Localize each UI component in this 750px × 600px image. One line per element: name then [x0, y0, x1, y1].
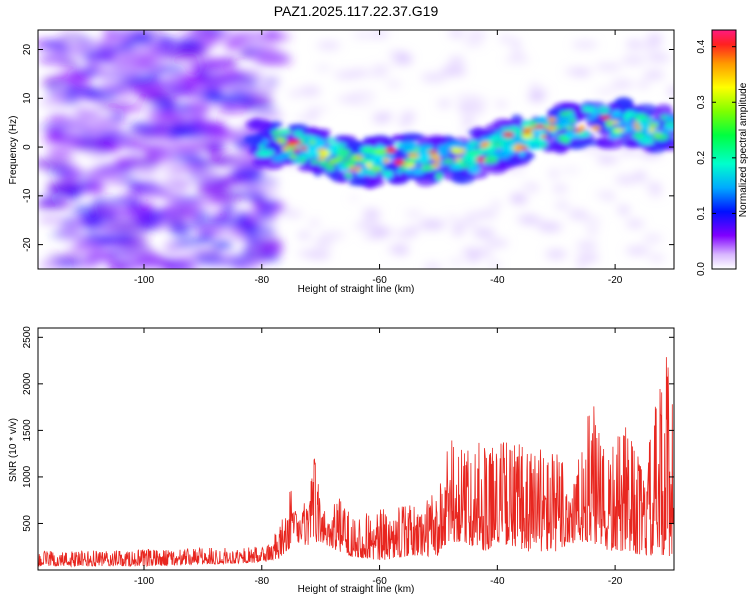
figure-title: PAZ1.2025.117.22.37.G19 [274, 3, 439, 19]
snr-y-ticks: 500 1000 1500 2000 2500 [22, 326, 674, 532]
colorbar: 0.0 0.1 0.2 0.3 0.4 Normalized spectral ampl… [696, 29, 749, 276]
snr-x-axis-label: Height of straight line (km) [298, 584, 415, 595]
spectrogram-y-tick-label: 20 [22, 44, 33, 56]
spectrogram-x-ticks: -100 -80 -60 -40 -20 [134, 30, 623, 286]
snr-x-tick-label: -20 [608, 576, 623, 587]
snr-series-line [38, 357, 674, 568]
colorbar-tick-label: 0.4 [696, 39, 707, 53]
spectrogram-y-tick-label: 10 [22, 92, 33, 104]
snr-y-tick-label: 2500 [22, 326, 33, 349]
colorbar-tick-label: 0.0 [696, 262, 707, 276]
spectrogram-y-ticks: 20 10 0 -10 -20 [22, 44, 674, 252]
spectrogram-x-tick-label: -20 [608, 275, 623, 286]
snr-plot-area [38, 328, 674, 570]
spectrogram-panel: -100 -80 -60 -40 -20 20 10 0 -10 -20 Height of s… [8, 29, 675, 295]
snr-x-ticks: -100 -80 -60 -40 -20 [134, 328, 623, 587]
snr-x-tick-label: -60 [372, 576, 387, 587]
snr-panel: -100 -80 -60 -40 -20 500 1000 1500 2000 2500 Hei… [8, 326, 675, 595]
spectrogram-x-tick-label: -80 [255, 275, 270, 286]
snr-y-tick-label: 500 [22, 515, 33, 532]
spectrogram-y-tick-label: -10 [22, 188, 33, 203]
spectrogram-ridge-layer [243, 96, 674, 190]
colorbar-label: Normalized spectral amplitude [738, 82, 749, 217]
spectrogram-x-tick-label: -100 [134, 275, 154, 286]
colorbar-tick-label: 0.2 [696, 150, 707, 164]
spectrogram-x-tick-label: -60 [372, 275, 387, 286]
colorbar-tick-label: 0.3 [696, 95, 707, 109]
spectrogram-y-tick-label: 0 [22, 144, 33, 150]
snr-x-tick-label: -100 [134, 576, 154, 587]
snr-y-tick-label: 1500 [22, 419, 33, 442]
colorbar-tick-label: 0.1 [696, 206, 707, 220]
snr-x-tick-label: -80 [255, 576, 270, 587]
spectrogram-y-tick-label: -20 [22, 237, 33, 252]
spectrogram-x-axis-label: Height of straight line (km) [298, 284, 415, 295]
snr-x-tick-label: -40 [490, 576, 505, 587]
snr-frame [37, 327, 675, 571]
colorbar-ticks: 0.0 0.1 0.2 0.3 0.4 [696, 39, 736, 276]
spectrogram-x-tick-label: -40 [490, 275, 505, 286]
spectrogram-frame [37, 29, 675, 270]
snr-y-tick-label: 1000 [22, 465, 33, 488]
snr-y-tick-label: 2000 [22, 372, 33, 395]
spectrogram-y-axis-label: Frequency (Hz) [8, 116, 19, 185]
snr-y-axis-label: SNR (10 * v/v) [8, 418, 19, 482]
colorbar-gradient [711, 29, 737, 270]
